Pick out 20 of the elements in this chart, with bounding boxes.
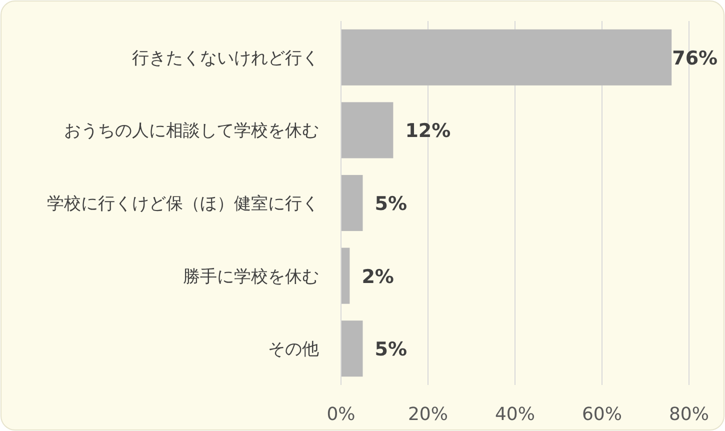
y-tick-label: 学校に行くけど保（ほ）健室に行く <box>47 194 319 214</box>
x-tick-label: 80% <box>668 404 710 425</box>
bar <box>341 320 363 377</box>
y-tick-label: 行きたくないけれど行く <box>132 48 319 68</box>
x-tick-label: 20% <box>408 404 448 425</box>
bar <box>341 29 672 86</box>
data-label: 2% <box>362 266 394 288</box>
x-tick-label: 40% <box>494 404 536 425</box>
bar <box>341 174 363 232</box>
data-label: 12% <box>405 120 451 142</box>
x-tick-label: 0% <box>326 404 356 425</box>
y-tick-label: その他 <box>268 340 319 360</box>
data-label: 5% <box>374 193 408 215</box>
data-label: 76% <box>672 47 718 70</box>
y-tick-label: おうちの人に相談して学校を休む <box>64 121 319 142</box>
data-label: 5% <box>374 338 408 361</box>
bar <box>341 102 394 158</box>
bar <box>341 248 350 304</box>
x-tick-label: 60% <box>582 404 622 425</box>
y-tick-label: 勝手に学校を休む <box>183 266 319 287</box>
